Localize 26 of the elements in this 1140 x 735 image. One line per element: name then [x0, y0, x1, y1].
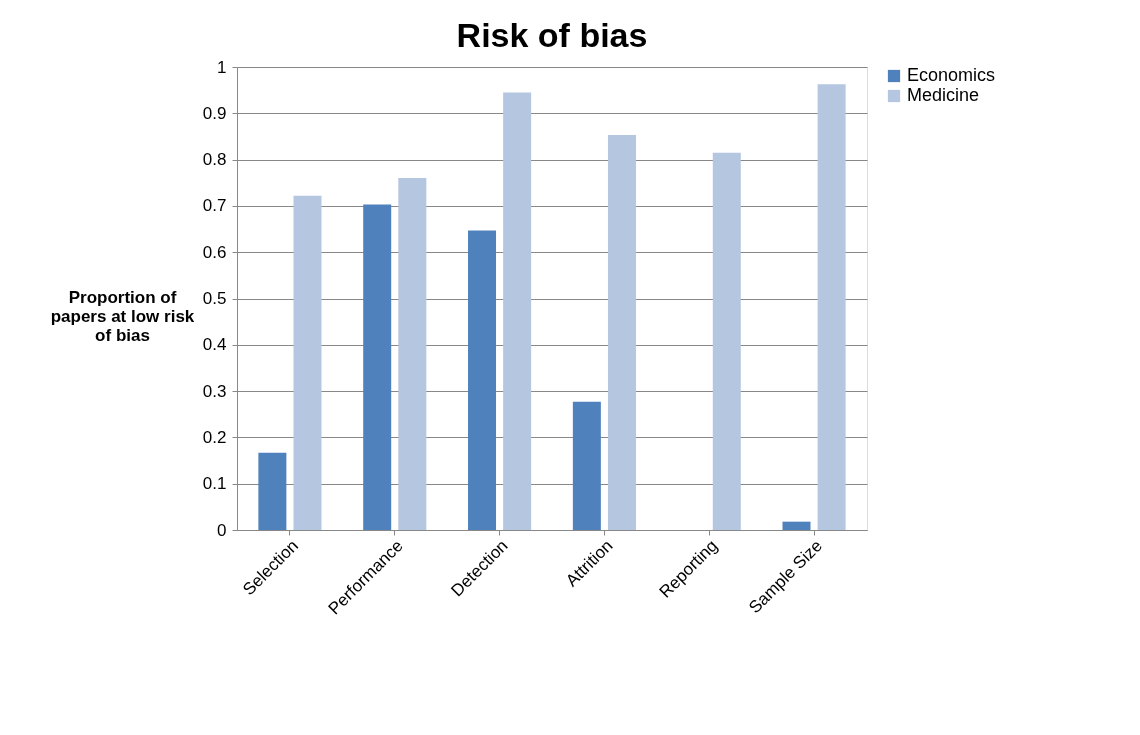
legend-label: Medicine	[907, 85, 980, 105]
y-tick-label: 1	[217, 57, 227, 77]
y-tick-label: 0	[217, 520, 227, 540]
y-tick-label: 0.2	[202, 427, 227, 447]
bar	[817, 84, 846, 530]
bar	[712, 152, 741, 530]
y-tick-label: 0.5	[202, 289, 227, 308]
y-tick-label: 0.8	[202, 150, 227, 170]
bar	[293, 195, 322, 530]
bar	[258, 452, 287, 530]
bar	[468, 230, 497, 530]
bar	[782, 521, 811, 530]
y-tick-label: 0.1	[202, 474, 227, 494]
bar	[607, 135, 636, 530]
bar	[398, 178, 427, 530]
y-tick-label: 0.6	[202, 242, 227, 262]
y-tick-label: 0.4	[202, 335, 227, 355]
chart-title: Risk of bias	[456, 16, 648, 54]
bar	[503, 92, 532, 530]
y-tick-label: 0.9	[202, 103, 227, 123]
y-tick-label: 0.3	[202, 381, 227, 401]
y-axis-title: Proportion of papers at low risk of bias	[50, 287, 195, 345]
y-tick-label: 0.7	[202, 196, 227, 216]
bar	[572, 401, 601, 530]
bar	[363, 204, 392, 530]
legend-label: Economics	[907, 65, 996, 85]
